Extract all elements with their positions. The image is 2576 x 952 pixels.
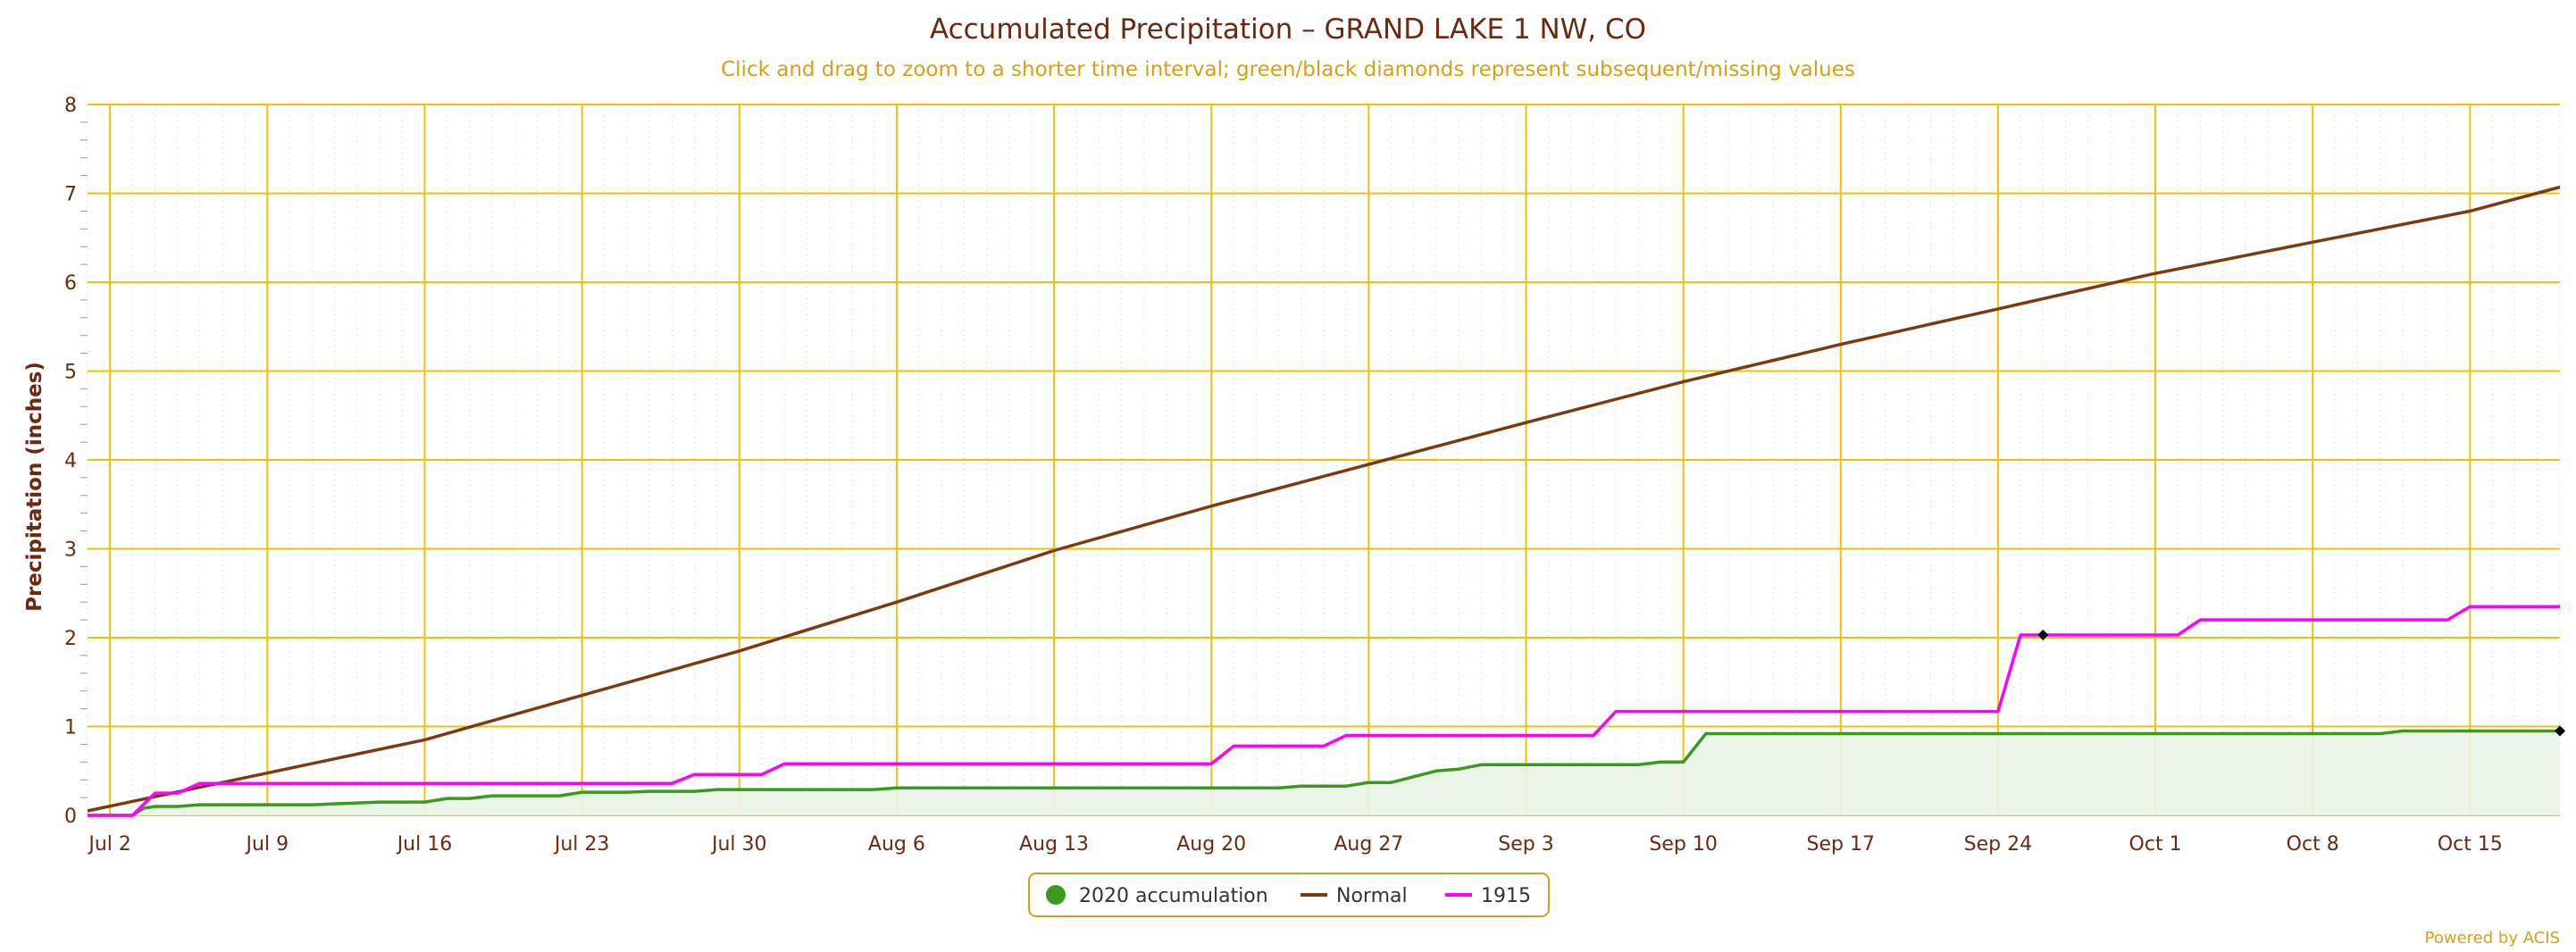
x-tick-label: Jul 23 <box>553 833 610 856</box>
diamond-marker[interactable] <box>2555 725 2565 737</box>
chart-subtitle: Click and drag to zoom to a shorter time… <box>721 58 1855 81</box>
area-fill-layer <box>88 731 2560 815</box>
x-tick-label: Oct 1 <box>2129 833 2182 856</box>
legend: 2020 accumulation Normal 1915 <box>1028 873 1550 917</box>
series-line-0[interactable] <box>88 729 2560 817</box>
x-tick-label: Aug 20 <box>1176 833 1246 856</box>
legend-item-normal[interactable]: Normal <box>1301 885 1408 907</box>
y-tick-label: 6 <box>64 272 77 295</box>
legend-box <box>1028 873 1550 917</box>
y-tick-label: 0 <box>64 806 77 828</box>
x-tick-label: Aug 27 <box>1334 833 1403 856</box>
marker-layer <box>2037 630 2565 737</box>
y-tick-label: 5 <box>64 362 77 384</box>
x-tick-label: Oct 15 <box>2438 833 2503 856</box>
x-tick-label: Sep 24 <box>1964 833 2032 856</box>
x-tick-label: Jul 2 <box>87 833 131 856</box>
x-tick-label: Jul 30 <box>710 833 767 856</box>
grid <box>80 104 2561 816</box>
legend-label-2020: 2020 accumulation <box>1079 885 1268 907</box>
legend-symbol-2020 <box>1046 885 1066 905</box>
x-tick-label: Oct 8 <box>2287 833 2339 856</box>
x-tick-label: Jul 16 <box>396 833 453 856</box>
x-tick-label: Jul 9 <box>245 833 289 856</box>
y-tick-label: 2 <box>64 628 77 650</box>
x-tick-label: Sep 17 <box>1807 833 1875 856</box>
x-tick-label: Aug 6 <box>868 833 925 856</box>
y-tick-label: 4 <box>64 450 77 472</box>
series-line-1[interactable] <box>87 185 2561 813</box>
x-tick-label: Aug 13 <box>1019 833 1089 856</box>
legend-label-1915: 1915 <box>1481 885 1531 907</box>
y-tick-label: 1 <box>64 717 77 739</box>
y-tick-label: 7 <box>64 184 77 206</box>
y-axis-ticks: 0 1 2 3 4 5 6 7 8 <box>64 95 77 828</box>
legend-label-normal: Normal <box>1336 885 1408 907</box>
chart-title: Accumulated Precipitation – GRAND LAKE 1… <box>930 13 1646 46</box>
series-area-0 <box>88 731 2560 815</box>
y-axis-label: Precipitation (inches) <box>23 362 46 612</box>
diamond-marker[interactable] <box>2037 630 2049 641</box>
series-layer <box>87 185 2561 817</box>
legend-item-2020[interactable]: 2020 accumulation <box>1046 885 1268 907</box>
x-tick-label: Sep 3 <box>1498 833 1553 856</box>
x-axis-ticks: Jul 2 Jul 9 Jul 16 Jul 23 Jul 30 Aug 6 Aug 13 A… <box>87 833 2502 856</box>
x-tick-label: Sep 10 <box>1649 833 1717 856</box>
credit-link[interactable]: Powered by ACIS <box>2425 929 2560 948</box>
y-tick-label: 8 <box>64 95 77 117</box>
series-line-2[interactable] <box>88 605 2560 817</box>
legend-item-1915[interactable]: 1915 <box>1445 885 1531 907</box>
y-tick-label: 3 <box>64 539 77 562</box>
